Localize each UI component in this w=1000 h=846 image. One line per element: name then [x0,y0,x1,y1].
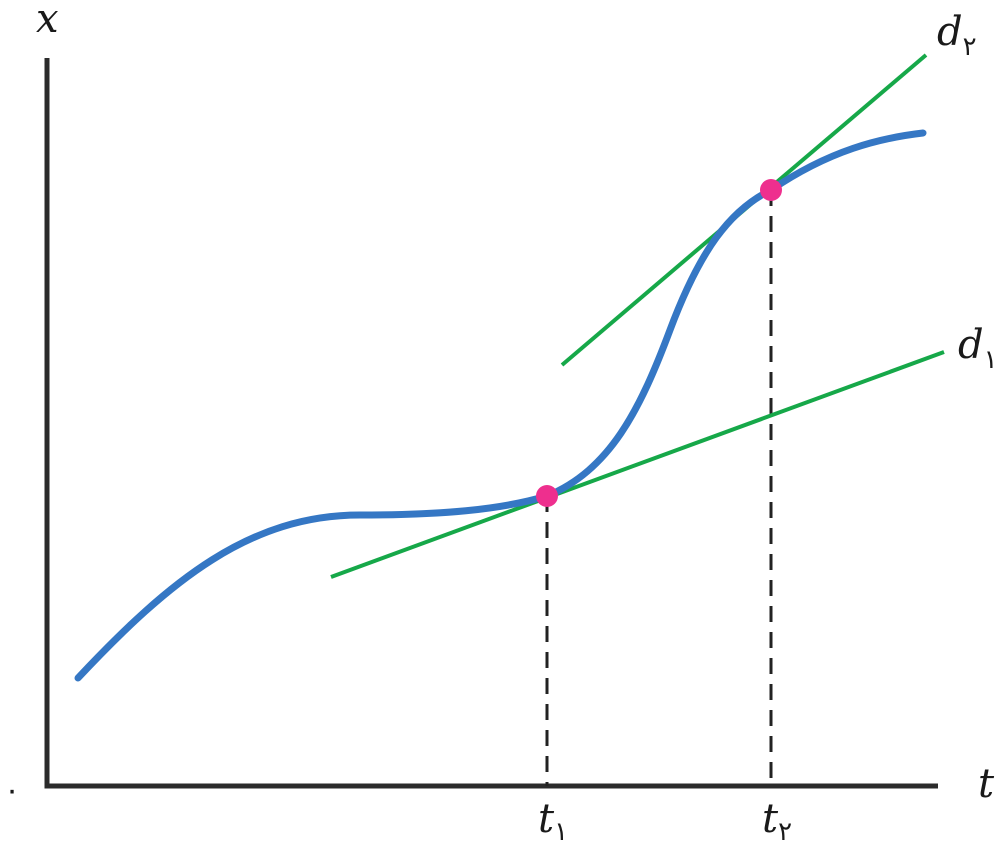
tangent-line-d1 [330,350,945,579]
tick-label-t1-letter: t [538,796,555,842]
tangent-label-d2-letter: d [937,9,963,55]
tangent-label-d1-subscript: ١ [984,345,998,375]
origin-label: ٠ [4,773,20,808]
tick-label-t2: t٢ [762,796,792,846]
tangent-label-d2: d٢ [937,9,977,62]
tangent-label-d1-letter: d [958,322,984,368]
tick-label-t1: t١ [538,796,568,846]
y-axis-label: x [36,0,59,42]
tick-label-t2-letter: t [762,796,779,842]
tangent-point-t1 [536,485,558,507]
tick-label-t2-subscript: ٢ [778,817,792,846]
tangent-label-d1: d١ [958,322,998,375]
x-axis-label: t [978,761,995,807]
tangent-point-t2 [760,179,782,201]
tangent-label-d2-subscript: ٢ [963,32,977,62]
tick-label-t1-subscript: ١ [554,817,568,846]
